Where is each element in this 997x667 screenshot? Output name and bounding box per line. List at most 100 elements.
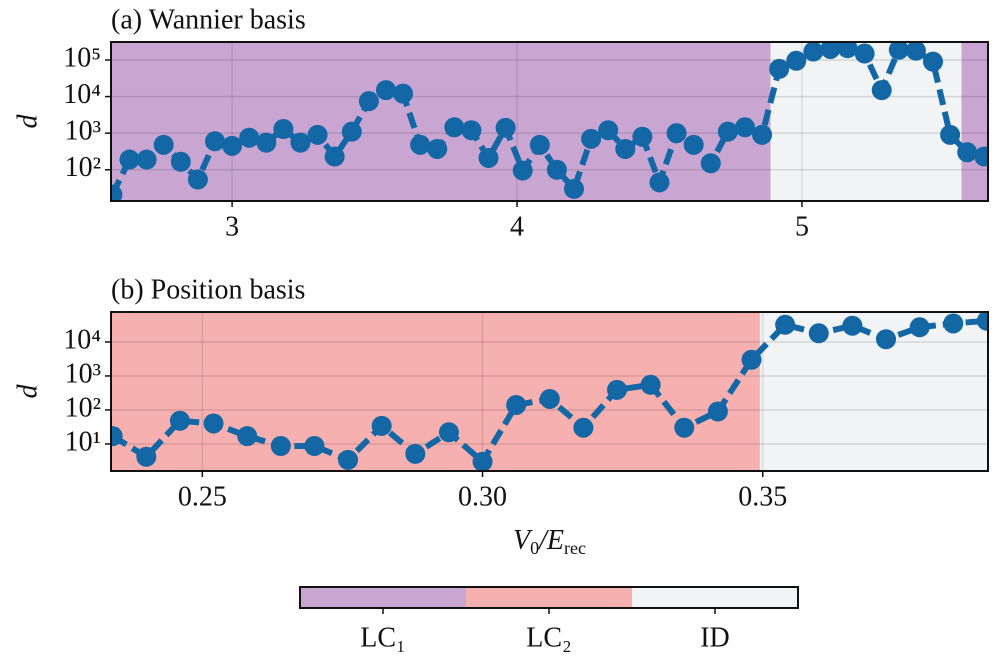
- data-point: [393, 83, 414, 104]
- data-point: [700, 153, 721, 174]
- data-point: [803, 42, 824, 62]
- data-point: [478, 147, 499, 168]
- data-point: [615, 138, 636, 159]
- y-tick-label: 10⁵: [63, 42, 101, 73]
- data-point: [674, 417, 695, 438]
- data-point: [632, 126, 653, 147]
- data-point: [338, 449, 359, 470]
- data-point: [649, 172, 670, 193]
- label-part: V: [513, 525, 533, 556]
- data-point: [111, 184, 123, 201]
- plot-area: [111, 312, 988, 471]
- data-point: [512, 160, 533, 181]
- data-point: [375, 80, 396, 101]
- y-tick-label: 10²: [65, 392, 101, 423]
- y-tick-label: 10⁴: [63, 324, 101, 355]
- data-point: [203, 413, 224, 434]
- data-point: [923, 51, 944, 72]
- phase-region: [759, 312, 988, 471]
- data-point: [871, 80, 892, 101]
- data-point: [222, 135, 243, 156]
- data-point: [506, 394, 527, 415]
- data-point: [564, 178, 585, 199]
- phase-region: [961, 42, 988, 201]
- data-point: [169, 410, 190, 431]
- data-point: [820, 42, 841, 59]
- data-point: [769, 58, 790, 79]
- data-point: [304, 435, 325, 456]
- y-tick-label: 10²: [65, 152, 101, 183]
- data-point: [438, 422, 459, 443]
- data-point: [741, 349, 762, 370]
- data-point: [256, 132, 277, 153]
- colorbar-label: LC₁: [360, 622, 406, 653]
- x-tick-label: 0.30: [458, 481, 507, 512]
- data-point: [683, 134, 704, 155]
- panel-title: (b) Position basis: [111, 274, 305, 305]
- colorbar-frame: [299, 586, 799, 609]
- data-point: [444, 117, 465, 138]
- data-point: [842, 315, 863, 336]
- data-point: [640, 374, 661, 395]
- data-point: [270, 435, 291, 456]
- colorbar-label: LC₂: [526, 622, 572, 653]
- data-point: [371, 415, 392, 436]
- phase-region: [111, 312, 760, 471]
- data-point: [734, 117, 755, 138]
- label-subscript: rec: [564, 538, 586, 558]
- plot-area: [111, 42, 988, 201]
- data-point: [808, 323, 829, 344]
- data-point: [111, 426, 123, 447]
- data-point: [187, 169, 208, 190]
- data-point: [837, 42, 858, 59]
- data-point: [717, 121, 738, 142]
- data-point: [752, 124, 773, 145]
- data-point: [539, 388, 560, 409]
- colorbar-swatch: [300, 587, 466, 608]
- y-axis-label: d: [12, 114, 43, 129]
- data-point: [273, 118, 294, 139]
- data-point: [290, 132, 311, 153]
- data-point: [472, 451, 493, 471]
- y-axis-label: d: [12, 384, 43, 399]
- data-point: [581, 128, 602, 149]
- x-tick-label: 0.35: [738, 481, 787, 512]
- data-point: [940, 124, 961, 145]
- data-point: [707, 401, 728, 422]
- x-tick-label: 5: [795, 211, 809, 242]
- data-point: [666, 123, 687, 144]
- data-point: [239, 127, 260, 148]
- data-point: [427, 138, 448, 159]
- data-point: [529, 134, 550, 155]
- y-tick-label: 10³: [65, 116, 101, 147]
- data-point: [461, 120, 482, 141]
- data-point: [324, 146, 345, 167]
- data-point: [905, 42, 926, 61]
- data-point: [876, 329, 897, 350]
- data-point: [546, 159, 567, 180]
- x-tick-label: 3: [225, 211, 239, 242]
- data-point: [237, 426, 258, 447]
- x-tick-label: 4: [510, 211, 524, 242]
- data-point: [573, 417, 594, 438]
- data-point: [341, 121, 362, 142]
- data-point: [786, 50, 807, 71]
- phase-region: [111, 42, 771, 201]
- data-point: [854, 43, 875, 64]
- data-point: [119, 149, 140, 170]
- axes-frame: [110, 311, 989, 472]
- data-point: [410, 134, 431, 155]
- colorbar-swatch: [632, 587, 798, 608]
- data-point: [974, 146, 988, 167]
- data-point: [136, 149, 157, 170]
- panel: 10² 10³ 10⁴ 10⁵ 3 4 5 (a) Wannier basis d: [12, 4, 989, 242]
- y-tick-label: 10³: [65, 358, 101, 389]
- x-tick-label: 0.25: [178, 481, 227, 512]
- data-point: [775, 314, 796, 335]
- data-point: [170, 151, 191, 172]
- data-point: [204, 131, 225, 152]
- y-tick-label: 10¹: [65, 426, 101, 457]
- data-point: [909, 317, 930, 338]
